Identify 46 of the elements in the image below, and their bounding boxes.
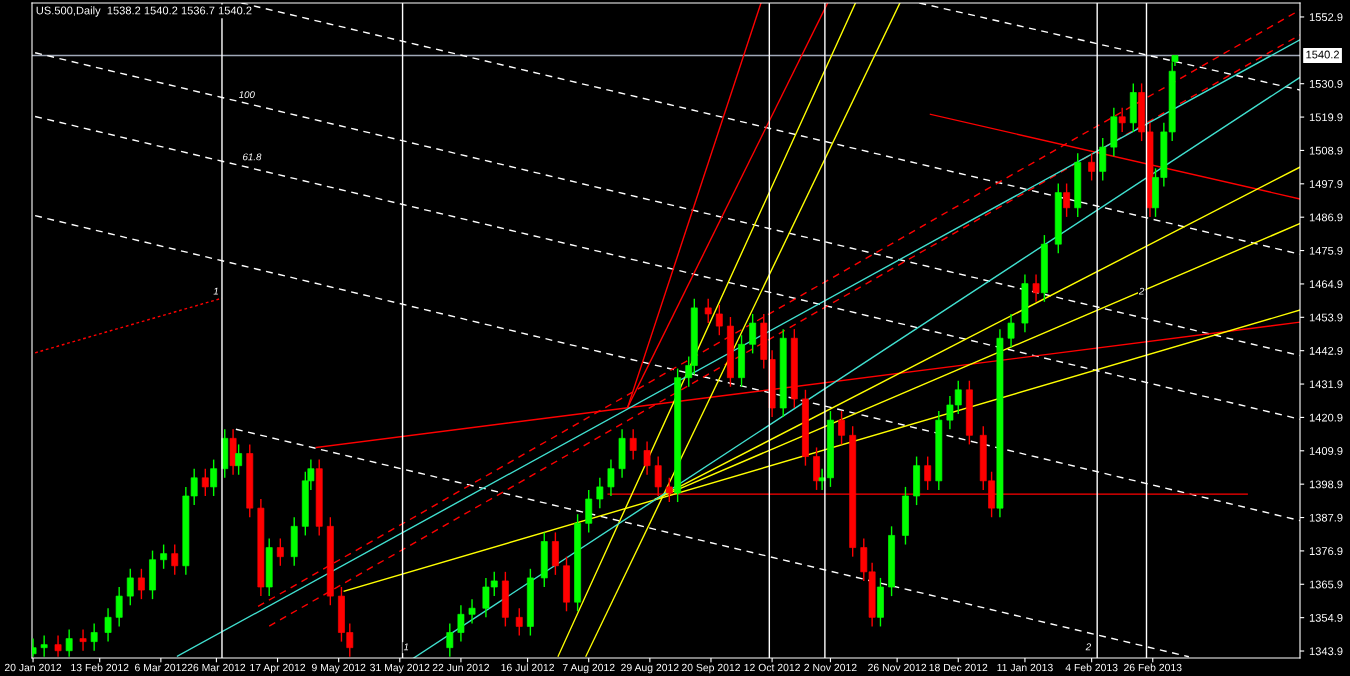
x-tick-label: 18 Dec 2012 bbox=[929, 663, 988, 672]
y-tick-label: 1387.9 bbox=[1309, 513, 1343, 522]
y-tick-label: 1409.9 bbox=[1309, 447, 1343, 455]
y-tick-label: 1475.9 bbox=[1309, 246, 1343, 255]
x-tick-label: 26 Nov 2012 bbox=[868, 663, 927, 672]
y-tick-label: 1343.9 bbox=[1309, 647, 1343, 656]
x-tick-label: 26 Mar 2012 bbox=[187, 663, 246, 672]
x-tick-label: 26 Feb 2013 bbox=[1124, 663, 1182, 672]
y-tick-label: 1497.9 bbox=[1309, 180, 1343, 188]
y-tick-label: 1464.9 bbox=[1309, 280, 1343, 289]
x-tick-label: 4 Feb 2013 bbox=[1065, 663, 1118, 672]
annotation: 1 bbox=[213, 287, 218, 295]
y-tick-label: 1354.9 bbox=[1309, 613, 1343, 622]
x-tick-label: 2 Nov 2012 bbox=[804, 663, 857, 672]
y-tick-label: 1530.9 bbox=[1309, 79, 1343, 88]
x-tick-label: 7 Aug 2012 bbox=[562, 663, 615, 674]
annotation: 100 bbox=[238, 91, 255, 99]
y-tick-label: 1486.9 bbox=[1309, 213, 1343, 222]
y-tick-label: 1453.9 bbox=[1309, 313, 1343, 322]
y-tick-label: 1552.9 bbox=[1309, 13, 1343, 22]
x-tick-label: 9 May 2012 bbox=[311, 663, 366, 674]
x-tick-label: 29 Aug 2012 bbox=[621, 663, 679, 674]
x-tick-label: 20 Sep 2012 bbox=[681, 663, 740, 674]
ref-line-label: 1540.2 bbox=[1306, 50, 1339, 59]
x-tick-label: 12 Oct 2012 bbox=[744, 663, 800, 672]
y-tick-label: 1442.9 bbox=[1309, 346, 1343, 355]
x-tick-label: 6 Mar 2012 bbox=[135, 663, 187, 672]
annotation: 61.8 bbox=[243, 153, 262, 161]
x-tick-label: 20 Jan 2012 bbox=[4, 663, 62, 672]
annotation: 1 bbox=[403, 643, 409, 651]
x-tick-label: 17 Apr 2012 bbox=[250, 663, 306, 674]
x-tick-label: 22 Jun 2012 bbox=[432, 663, 490, 672]
y-tick-label: 1519.9 bbox=[1309, 113, 1343, 122]
y-tick-label: 1508.9 bbox=[1309, 146, 1343, 155]
x-tick-label: 31 May 2012 bbox=[370, 663, 430, 674]
y-tick-label: 1376.9 bbox=[1309, 547, 1343, 556]
x-tick-label: 11 Jan 2013 bbox=[997, 663, 1053, 672]
annotation: 2 bbox=[1138, 287, 1145, 295]
y-tick-label: 1420.9 bbox=[1309, 413, 1343, 422]
chart-title: US.500,Daily 1538.2 1540.2 1536.7 1540.2 bbox=[36, 6, 252, 17]
y-tick-label: 1398.9 bbox=[1309, 480, 1343, 489]
annotation: 2 bbox=[1085, 643, 1091, 651]
x-tick-label: 16 Jul 2012 bbox=[501, 663, 555, 672]
x-tick-label: 13 Feb 2012 bbox=[71, 663, 129, 672]
y-tick-label: 1431.9 bbox=[1309, 380, 1343, 389]
y-tick-label: 1365.9 bbox=[1309, 580, 1343, 589]
